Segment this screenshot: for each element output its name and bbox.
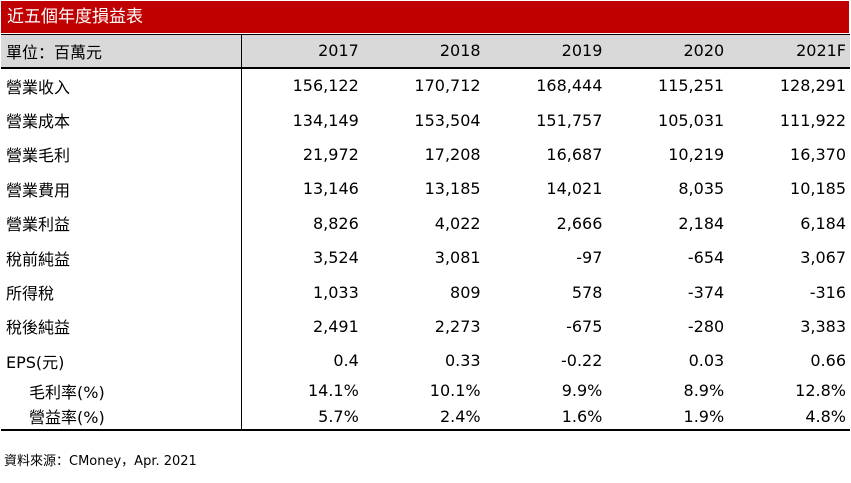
table-cell: 809 (450, 282, 481, 302)
table-cell: -675 (566, 316, 603, 336)
table-cell: 128,291 (779, 76, 846, 96)
table-cell: -0.22 (560, 351, 603, 371)
year-header: 2017 (241, 34, 363, 69)
year-header: 2021F (728, 34, 850, 69)
table-cell: -374 (687, 282, 725, 302)
table-row: EPS(元) 0.4 0.33 -0.22 0.03 0.66 (1, 343, 850, 379)
table-cell: 134,149 (292, 110, 359, 130)
table-cell: 10,219 (668, 144, 725, 164)
table-cell: 0.33 (444, 351, 481, 371)
table-row: 營業利益 8,826 4,022 2,666 2,184 6,184 (1, 206, 850, 241)
source-note: 資料來源：CMoney，Apr. 2021 (4, 454, 197, 469)
table-row: 稅前純益 3,524 3,081 -97 -654 3,067 (1, 240, 850, 275)
table-row: 毛利率(%) 14.1% 10.1% 9.9% 8.9% 12.8% (1, 378, 850, 404)
table-cell: 2,273 (434, 316, 481, 336)
row-label: 稅前純益 (1, 240, 242, 275)
table-cell: 1.6% (484, 403, 607, 432)
table-cell: 13,146 (302, 179, 359, 199)
table-cell: 2,666 (556, 213, 603, 233)
table-cell: 3,067 (800, 248, 846, 268)
table-cell: -316 (809, 282, 846, 302)
table-row: 稅後純益 2,491 2,273 -675 -280 3,383 (1, 309, 850, 344)
table-cell: 0.03 (688, 351, 725, 371)
table-cell: 9.9% (561, 381, 603, 401)
row-label: 營益率(%) (1, 403, 242, 432)
row-label: 營業費用 (1, 171, 242, 207)
table-cell: 105,031 (658, 110, 725, 130)
year-header: 2018 (362, 34, 485, 69)
table-cell: 6,184 (800, 213, 846, 233)
table-cell: 153,504 (414, 110, 481, 130)
table-cell: 2.4% (362, 403, 485, 432)
table-cell: 14.1% (307, 381, 359, 401)
table-cell: 1,033 (312, 282, 359, 302)
table-row: 營業成本 134,149 153,504 151,757 105,031 111,922 (1, 102, 850, 138)
table-cell: 170,712 (414, 76, 481, 96)
table-cell: 1.9% (606, 403, 729, 432)
table-cell: 156,122 (292, 76, 359, 96)
table-cell: 0.4 (333, 351, 359, 371)
table-cell: 17,208 (424, 144, 481, 164)
table-row: 營益率(%) 5.7% 2.4% 1.6% 1.9% 4.8% (1, 403, 850, 432)
row-label: 營業收入 (1, 67, 242, 103)
table-cell: 14,021 (546, 179, 603, 199)
row-label: 毛利率(%) (1, 378, 242, 404)
table-cell: 2,184 (678, 213, 725, 233)
table-cell: 13,185 (424, 179, 481, 199)
table-cell: 3,524 (312, 248, 359, 268)
table-cell: 10,185 (790, 179, 846, 199)
table-cell: 8,035 (678, 179, 725, 199)
table-cell: 4,022 (434, 213, 481, 233)
table-cell: 2,491 (312, 316, 359, 336)
table-cell: 111,922 (779, 110, 846, 130)
table-cell: -280 (687, 316, 725, 336)
table-cell: 3,383 (800, 316, 846, 336)
table-cell: 115,251 (658, 76, 725, 96)
table-cell: 21,972 (302, 144, 359, 164)
row-label: 營業利益 (1, 206, 242, 241)
table-cell: 4.8% (728, 403, 850, 432)
table-title: 近五個年度損益表 (1, 1, 849, 33)
table-row: 營業費用 13,146 13,185 14,021 8,035 10,185 (1, 171, 850, 207)
table-cell: -654 (687, 248, 725, 268)
table-cell: 16,370 (790, 144, 846, 164)
row-label: EPS(元) (1, 343, 242, 379)
table-row: 營業收入 156,122 170,712 168,444 115,251 128,291 (1, 67, 850, 103)
year-header: 2019 (484, 34, 607, 69)
table-cell: 5.7% (241, 403, 363, 432)
unit-label: 單位：百萬元 (1, 34, 242, 69)
table-row: 營業毛利 21,972 17,208 16,687 10,219 16,370 (1, 137, 850, 172)
row-label: 營業成本 (1, 102, 242, 138)
table-cell: 151,757 (536, 110, 603, 130)
header-row: 單位：百萬元 2017 2018 2019 2020 2021F (1, 34, 850, 69)
table-cell: 168,444 (536, 76, 603, 96)
row-label: 稅後純益 (1, 309, 242, 344)
table-cell: 0.66 (810, 351, 846, 371)
table-cell: 578 (571, 282, 603, 302)
row-label: 所得稅 (1, 274, 242, 310)
table-row: 所得稅 1,033 809 578 -374 -316 (1, 274, 850, 310)
table-cell: 12.8% (795, 381, 846, 401)
table-cell: 3,081 (434, 248, 481, 268)
row-label: 營業毛利 (1, 137, 242, 172)
table-cell: 8,826 (312, 213, 359, 233)
table-cell: 16,687 (546, 144, 603, 164)
income-statement-table: 單位：百萬元 2017 2018 2019 2020 2021F 營業收入 156… (1, 34, 850, 432)
year-header: 2020 (606, 34, 729, 69)
table-cell: 10.1% (429, 381, 481, 401)
table-cell: 8.9% (683, 381, 725, 401)
table-cell: -97 (576, 248, 603, 268)
